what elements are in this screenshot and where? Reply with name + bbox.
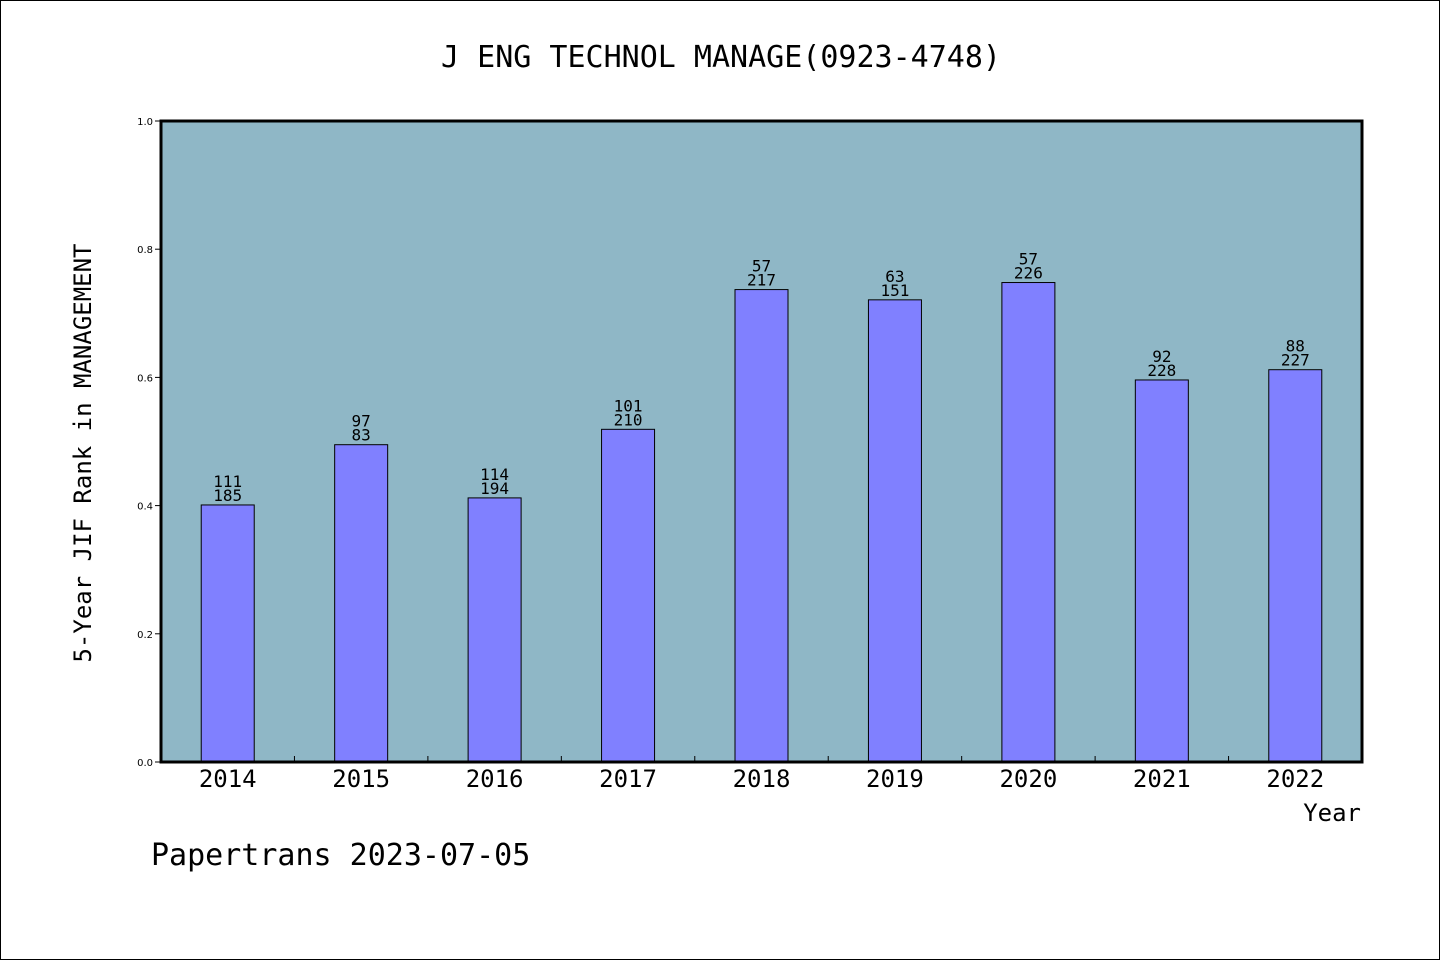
bar-rank-label: 57	[752, 257, 771, 276]
x-tick-label: 2015	[332, 765, 390, 793]
x-tick-label: 2018	[733, 765, 791, 793]
y-tick-label: 0.4	[137, 502, 153, 513]
bar-2014	[200, 504, 255, 763]
bar-2016	[467, 497, 522, 763]
y-axis: 0.0 0.2 0.4 0.6 0.8 1.0	[137, 117, 161, 769]
bar-total-label: 185	[213, 486, 242, 505]
y-axis-label: 5-Year JIF Rank in MANAGEMENT	[69, 243, 97, 662]
x-tick-label: 2020	[999, 765, 1057, 793]
bar-2022	[1268, 369, 1323, 763]
x-axis: 2014 2015 2016 2017 2018 2019 2020 2021 2022	[199, 756, 1324, 793]
y-tick-label: 0.6	[137, 373, 153, 384]
bar-2019	[867, 299, 922, 763]
y-tick-label: 0.0	[137, 758, 153, 769]
bar-2015	[334, 444, 389, 763]
bar-total-label: 210	[614, 410, 643, 429]
bar-total-label: 217	[747, 271, 776, 290]
bar-rank-label: 97	[352, 412, 371, 431]
x-tick-label: 2021	[1133, 765, 1191, 793]
bar-rank-label: 111	[213, 472, 242, 491]
bar-total-label: 83	[352, 426, 371, 445]
bar-rank-label: 63	[885, 267, 904, 286]
bar-rank-label: 101	[614, 396, 643, 415]
bar-total-label: 151	[880, 281, 909, 300]
bar-total-label: 228	[1147, 361, 1176, 380]
bar-2020	[1001, 282, 1056, 763]
bar-2021	[1134, 379, 1189, 763]
x-tick-label: 2017	[599, 765, 657, 793]
x-tick-label: 2014	[199, 765, 257, 793]
bar-total-label: 227	[1281, 351, 1310, 370]
plot-border	[159, 119, 1364, 764]
bar-total-label: 226	[1014, 264, 1043, 283]
y-tick-label: 0.2	[137, 630, 153, 641]
x-tick-label: 2016	[466, 765, 524, 793]
chart-title: J ENG TECHNOL MANAGE(0923-4748)	[441, 40, 1001, 75]
footer-text: Papertrans 2023-07-05	[151, 838, 530, 873]
bar-rank-label: 88	[1286, 337, 1305, 356]
bar-rank-label: 57	[1019, 250, 1038, 269]
y-tick-label: 0.8	[137, 245, 153, 256]
bar-2017	[601, 428, 656, 763]
x-axis-label: Year	[1303, 799, 1361, 827]
bar-rank-label: 114	[480, 465, 509, 484]
bar-2018	[734, 289, 789, 763]
y-tick-label: 1.0	[137, 117, 153, 128]
x-tick-label: 2019	[866, 765, 924, 793]
bar-rank-label: 92	[1152, 347, 1171, 366]
bar-total-label: 194	[480, 479, 509, 498]
x-tick-label: 2022	[1266, 765, 1324, 793]
